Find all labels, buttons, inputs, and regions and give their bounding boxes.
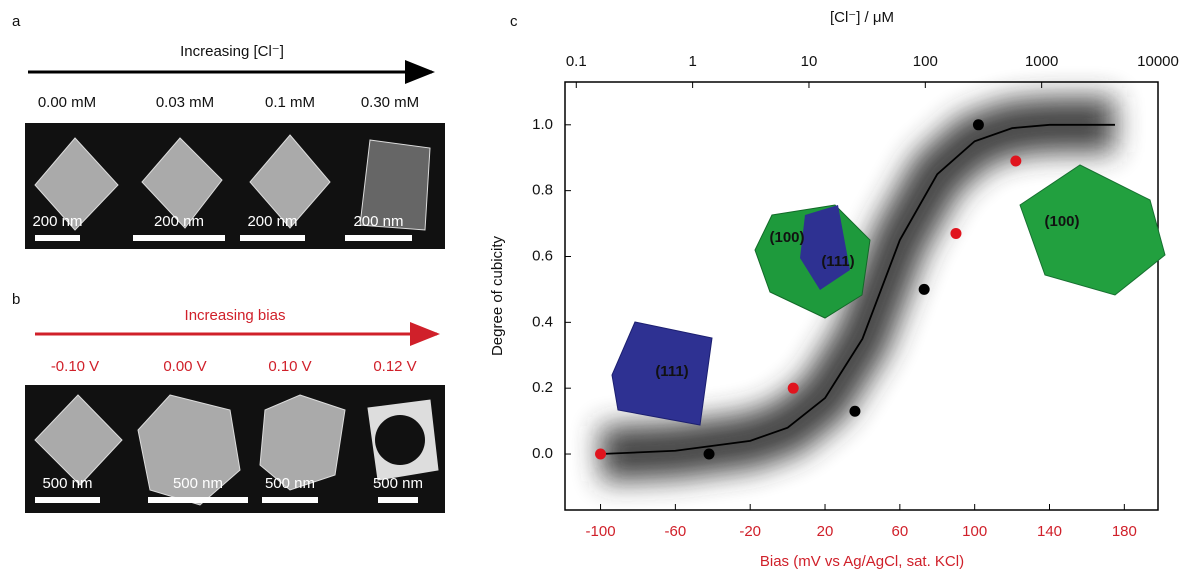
- x-tick-label: 20: [817, 523, 834, 540]
- scale-bar: [378, 497, 418, 503]
- scale-bar: [148, 497, 248, 503]
- point: [849, 405, 861, 417]
- x2-tick-label: 1000: [1025, 53, 1058, 70]
- crystals: [34, 394, 439, 506]
- column-label: 0.10 V: [268, 358, 311, 375]
- panel-label: a: [12, 13, 21, 30]
- annotation: (100): [769, 229, 804, 246]
- x-axis-label: Bias (mV vs Ag/AgCl, sat. KCl): [760, 553, 964, 570]
- scale-bar-label: 500 nm: [42, 475, 92, 492]
- scale-bar-label: 200 nm: [247, 213, 297, 230]
- annotation: (111): [655, 363, 688, 380]
- x-tick-label: -20: [739, 523, 761, 540]
- y-axis-label: Degree of cubicity: [489, 235, 506, 356]
- column-label: 0.00 mM: [38, 94, 96, 111]
- point: [787, 382, 799, 394]
- x2-tick-label: 10000: [1137, 53, 1179, 70]
- scale-bar: [240, 235, 305, 241]
- column-label: 0.03 mM: [156, 94, 214, 111]
- x2-tick-label: 100: [913, 53, 938, 70]
- polyhedra: [611, 164, 1166, 426]
- column-label: 0.30 mM: [361, 94, 419, 111]
- x-tick-label: 180: [1112, 523, 1137, 540]
- point: [972, 119, 984, 131]
- line: [600, 123, 1115, 455]
- x2-tick-label: 1: [688, 53, 696, 70]
- x-tick-label: -60: [665, 523, 687, 540]
- scale-bar: [35, 497, 100, 503]
- scale-bar-label: 500 nm: [173, 475, 223, 492]
- column-label: 0.1 mM: [265, 94, 315, 111]
- scale-bar-label: 500 nm: [373, 475, 423, 492]
- x2-axis-label: [Cl⁻] / μM: [830, 9, 894, 26]
- panel-label: b: [12, 291, 20, 308]
- point: [1010, 155, 1022, 167]
- annotation: (100): [1044, 213, 1079, 230]
- crystals: [34, 134, 431, 231]
- column-label: 0.12 V: [373, 358, 416, 375]
- scale-bar: [345, 235, 412, 241]
- plot-frame: [564, 81, 1159, 511]
- column-label: 0.00 V: [163, 358, 206, 375]
- scale-bar-label: 500 nm: [265, 475, 315, 492]
- y-tick-label: 0.8: [532, 182, 553, 199]
- y-tick-label: 1.0: [532, 116, 553, 133]
- x-tick-label: -100: [586, 523, 616, 540]
- x2-tick-label: 0.1: [566, 53, 587, 70]
- x2-tick-label: 10: [801, 53, 818, 70]
- scale-bar-label: 200 nm: [154, 213, 204, 230]
- scale-bar-label: 200 nm: [353, 213, 403, 230]
- y-tick-label: 0.4: [532, 313, 553, 330]
- y-tick-label: 0.0: [532, 445, 553, 462]
- point: [950, 227, 962, 239]
- panel-title: Increasing [Cl⁻]: [180, 43, 284, 60]
- y-tick-label: 0.2: [532, 379, 553, 396]
- scale-bar-label: 200 nm: [32, 213, 82, 230]
- scale-bar: [133, 235, 225, 241]
- point: [918, 283, 930, 295]
- annotation: (111): [821, 253, 854, 270]
- point: [595, 448, 607, 460]
- x-tick-label: 140: [1037, 523, 1062, 540]
- y-tick-label: 0.6: [532, 247, 553, 264]
- scale-bar: [35, 235, 80, 241]
- panel-title: Increasing bias: [185, 307, 286, 324]
- x-tick-label: 100: [962, 523, 987, 540]
- x-tick-label: 60: [892, 523, 909, 540]
- column-label: -0.10 V: [51, 358, 99, 375]
- point: [703, 448, 715, 460]
- scale-bar: [262, 497, 318, 503]
- panel-label: c: [510, 13, 518, 30]
